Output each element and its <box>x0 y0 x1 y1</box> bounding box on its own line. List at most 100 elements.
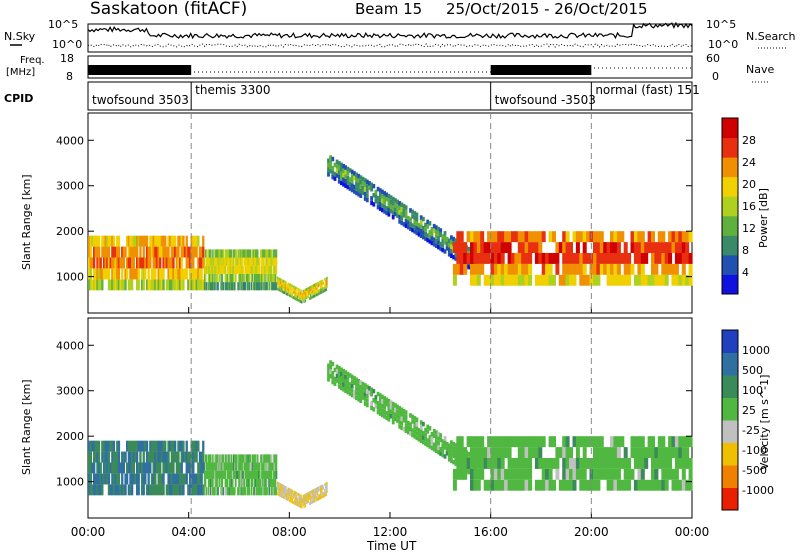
power-cell <box>193 279 197 291</box>
velocity-cell <box>459 447 464 458</box>
velocity-cell <box>603 468 608 480</box>
power-cell <box>283 280 285 283</box>
velocity-cell <box>243 487 245 496</box>
power-cell <box>434 229 438 235</box>
velocity-cell <box>187 484 190 496</box>
velocity-cell <box>162 451 165 463</box>
velocity-cell <box>357 378 361 384</box>
power-cell <box>126 268 129 280</box>
power-cell <box>238 273 240 283</box>
velocity-cell <box>430 441 434 446</box>
velocity-cell <box>688 479 693 491</box>
velocity-cell <box>394 407 397 413</box>
power-cell <box>229 273 232 283</box>
velocity-cell <box>565 436 570 448</box>
velocity-cell <box>252 462 255 471</box>
velocity-cell <box>301 500 303 503</box>
velocity-cell <box>175 484 178 496</box>
power-cell <box>413 215 417 221</box>
velocity-cell <box>310 490 312 494</box>
velocity-cell <box>167 440 170 452</box>
velocity-cell <box>417 432 421 437</box>
power-cell <box>368 181 371 186</box>
power-cell <box>129 246 132 258</box>
power-cell <box>150 268 154 280</box>
velocity-cell <box>450 444 453 450</box>
power-cell <box>404 205 408 210</box>
power-cell <box>346 175 350 181</box>
power-cell <box>521 274 526 286</box>
power-cell <box>217 249 219 258</box>
velocity-cell <box>261 478 263 488</box>
power-cell <box>264 273 266 283</box>
power-cell <box>102 257 106 269</box>
power-cell <box>192 268 195 280</box>
velocity-cell <box>344 370 348 375</box>
velocity-cell <box>674 479 679 491</box>
velocity-cell <box>404 424 408 429</box>
velocity-cell <box>294 502 296 505</box>
velocity-cell <box>107 462 111 474</box>
power-cell <box>278 277 281 281</box>
velocity-cell <box>470 468 474 480</box>
velocity-cell <box>213 470 215 479</box>
power-cell <box>172 279 175 291</box>
velocity-cell <box>230 478 233 488</box>
velocity-cell <box>152 473 155 485</box>
power-cell <box>327 163 330 168</box>
velocity-cell <box>483 447 488 458</box>
velocity-cell <box>504 468 509 480</box>
velocity-cell <box>473 468 478 480</box>
velocity-cell <box>227 470 230 479</box>
velocity-cell <box>637 436 642 448</box>
power-cell <box>261 265 263 274</box>
velocity-cell <box>129 451 132 463</box>
power-cell <box>107 246 111 258</box>
power-cell <box>177 235 180 247</box>
power-cell <box>404 219 408 224</box>
power-cell <box>102 246 106 258</box>
power-cell <box>192 279 195 291</box>
velocity-cell <box>294 499 296 502</box>
power-cell <box>302 295 304 298</box>
power-cell <box>324 286 327 289</box>
power-cell <box>417 227 421 232</box>
power-cell <box>214 273 216 283</box>
power-cell <box>322 281 325 285</box>
velocity-cell <box>134 451 137 463</box>
power-cell <box>586 253 591 264</box>
velocity-cell <box>200 451 203 463</box>
power-cell <box>313 292 315 295</box>
velocity-cell <box>396 404 399 410</box>
velocity-cell <box>415 422 419 427</box>
power-cell <box>688 231 693 243</box>
velocity-cell <box>671 436 676 448</box>
x-tick-label: 04:00 <box>171 525 206 539</box>
velocity-cell <box>534 447 539 458</box>
velocity-cell <box>315 487 317 491</box>
velocity-cell <box>233 487 235 496</box>
power-cell <box>136 246 139 258</box>
velocity-cell <box>157 462 160 474</box>
velocity-cell <box>247 462 250 471</box>
velocity-cell <box>226 454 229 463</box>
velocity-cell <box>317 489 319 493</box>
velocity-cell <box>480 458 485 469</box>
velocity-cell <box>359 389 363 394</box>
power-cell <box>119 257 122 269</box>
velocity-cell <box>361 386 365 391</box>
velocity-cell <box>317 489 319 493</box>
power-cell <box>278 282 280 286</box>
power-cell <box>112 246 116 258</box>
power-cell <box>117 246 121 258</box>
velocity-cell <box>603 458 608 469</box>
power-cell <box>389 195 393 200</box>
velocity-cell <box>286 489 289 493</box>
velocity-cell <box>413 416 417 421</box>
velocity-cell <box>616 436 621 448</box>
velocity-cell <box>99 473 102 485</box>
velocity-cell <box>452 441 455 447</box>
power-cell <box>144 257 147 269</box>
velocity-cell <box>289 499 291 503</box>
